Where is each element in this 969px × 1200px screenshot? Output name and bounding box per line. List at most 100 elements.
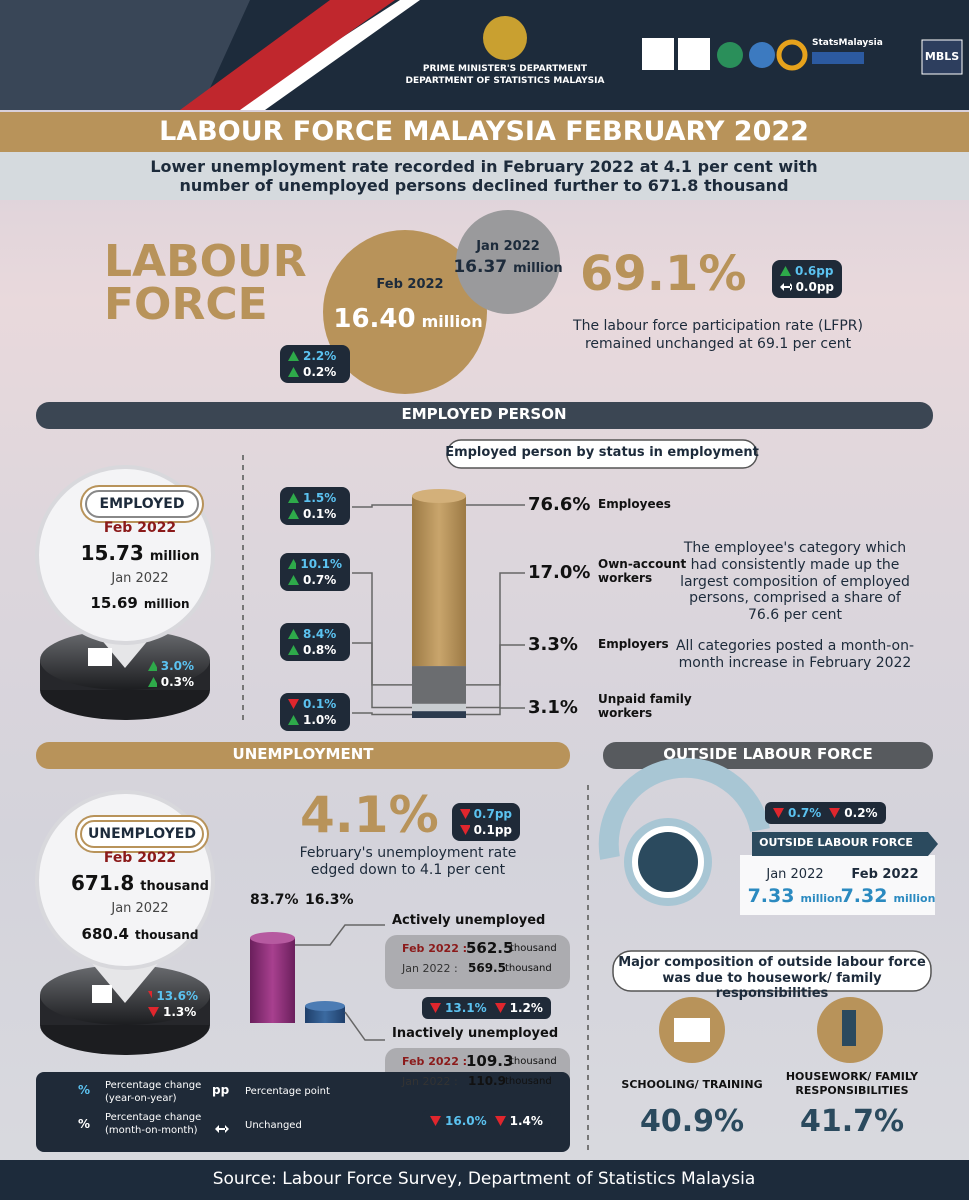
yoy-change: 2.2% <box>288 348 342 364</box>
composition-title: Major composition of outside labour forc… <box>618 955 926 1002</box>
change-badge: 0.1% 1.0% <box>280 693 350 731</box>
change-arrow <box>148 661 157 671</box>
legend-flat-icon <box>212 1120 232 1138</box>
qr-code <box>642 38 674 70</box>
section-title: UNEMPLOYMENT <box>232 745 374 763</box>
title: LABOUR FORCE MALAYSIA FEBRUARY 2022 <box>159 116 809 147</box>
mom-change: 1.0% <box>288 712 342 728</box>
group-unit: thousand <box>510 943 557 954</box>
unit: thousand <box>140 879 209 894</box>
ring <box>598 757 770 860</box>
arrow-shape <box>460 809 470 819</box>
rate: 4.1% <box>300 786 439 844</box>
mom-value: 0.1pp <box>473 823 512 837</box>
group-jan-value: 110.9 <box>468 1074 506 1088</box>
connector <box>352 712 412 716</box>
jan-label: Jan 2022 <box>476 239 540 254</box>
feb-label: Feb 2022 <box>103 520 177 536</box>
group-unit: thousand <box>510 1056 557 1067</box>
mom-change: 1.2% <box>494 1000 543 1016</box>
group-feb-value: 109.3 <box>466 1052 514 1070</box>
mom-change: 0.1pp <box>460 822 512 838</box>
source: Source: Labour Force Survey, Department … <box>212 1169 756 1189</box>
arrow-shape <box>288 699 299 709</box>
mom-value: 1.3% <box>163 1005 197 1019</box>
jan-label: Jan 2022 <box>111 571 169 586</box>
jan-value: 680.4 thousand <box>82 925 199 943</box>
item-label: SCHOOLING/ TRAINING <box>621 1078 763 1091</box>
jan-value: 7.33 million <box>748 885 843 908</box>
feb-value: 15.73 million <box>81 542 200 565</box>
yoy-value: 16.0% <box>445 1114 487 1128</box>
legend-text: Percentage change (month-on-month) <box>105 1112 202 1136</box>
group-feb-label: Feb 2022 : <box>402 1055 468 1068</box>
arrow-shape <box>780 266 791 276</box>
change-arrow <box>288 629 299 639</box>
change-badge: 3.0% 0.3% <box>140 655 202 693</box>
chart-title: Employed person by status in employment <box>445 445 759 460</box>
composition-box <box>612 950 932 992</box>
yoy-change: 8.4% <box>288 626 342 642</box>
legend-text: Percentage change (year-on-year) <box>105 1080 202 1104</box>
qr-code <box>678 38 710 70</box>
change-arrow <box>148 1007 159 1017</box>
unit: thousand <box>135 928 199 942</box>
share: 16.3% <box>305 892 354 908</box>
arrow-shape <box>215 1125 229 1133</box>
arrow-shape <box>494 1003 506 1013</box>
value: 15.69 <box>90 594 138 612</box>
value: 7.32 <box>840 885 888 907</box>
legend-symbol: pp <box>212 1083 230 1097</box>
change-arrow <box>215 1125 229 1133</box>
jan-value: 15.69 million <box>90 594 189 612</box>
change-arrow <box>288 367 299 377</box>
section-bar <box>36 742 570 769</box>
cylinder-top <box>412 489 466 503</box>
group-name: Actively unemployed <box>392 913 546 928</box>
note: The employee's category which had consis… <box>680 540 910 624</box>
crest <box>483 16 527 60</box>
mom-value: 0.1% <box>303 507 337 521</box>
lf-heading: LABOUR <box>104 236 307 287</box>
arrow-shape <box>494 1116 506 1126</box>
arrow-shape <box>288 509 299 519</box>
connector <box>344 1011 385 1041</box>
change-arrow <box>460 809 470 819</box>
connector <box>352 572 412 686</box>
book-icon <box>674 1018 710 1042</box>
yoy-change: 10.1% <box>288 556 342 572</box>
mbls-box <box>921 39 963 75</box>
note: All categories posted a month-on-month i… <box>675 638 915 671</box>
yoy-value: 13.1% <box>445 1001 487 1015</box>
housework-icon <box>842 1010 856 1046</box>
yoy-change: 1.5% <box>288 490 342 506</box>
connector <box>466 572 525 686</box>
arrow-shape <box>288 575 299 585</box>
lfpr-text: The labour force participation rate (LFP… <box>573 318 863 352</box>
mom-value: 0.8% <box>303 643 337 657</box>
yoy-change: 16.0% <box>430 1113 487 1129</box>
logo <box>776 39 808 71</box>
unit: million <box>893 892 936 905</box>
feb-label: Feb 2022 <box>851 867 919 882</box>
jan-circle <box>456 210 560 314</box>
legend-symbol: % <box>78 1083 91 1097</box>
yoy-value: 1.5% <box>303 491 337 505</box>
lf-heading: FORCE <box>104 279 268 330</box>
badge: UNEMPLOYED <box>80 820 204 849</box>
yoy-change: 13.6% <box>148 988 198 1004</box>
arrow-shape <box>288 629 299 639</box>
change-badge: 13.6% 1.3% <box>140 985 206 1023</box>
mom-value: 0.2% <box>844 806 878 820</box>
yoy-value: 0.7% <box>788 806 822 820</box>
mom-change: 0.0pp <box>780 279 834 295</box>
mom-change: 1.3% <box>148 1004 198 1020</box>
mom-value: 1.0% <box>303 713 337 727</box>
mom-value: 1.2% <box>509 1001 543 1015</box>
family-icon <box>638 832 698 892</box>
badge: EMPLOYED <box>85 490 199 519</box>
status-share: 76.6% <box>528 494 591 515</box>
change-badge: 16.0% 1.4% <box>422 1110 551 1132</box>
mom-value: 0.0pp <box>795 280 834 294</box>
